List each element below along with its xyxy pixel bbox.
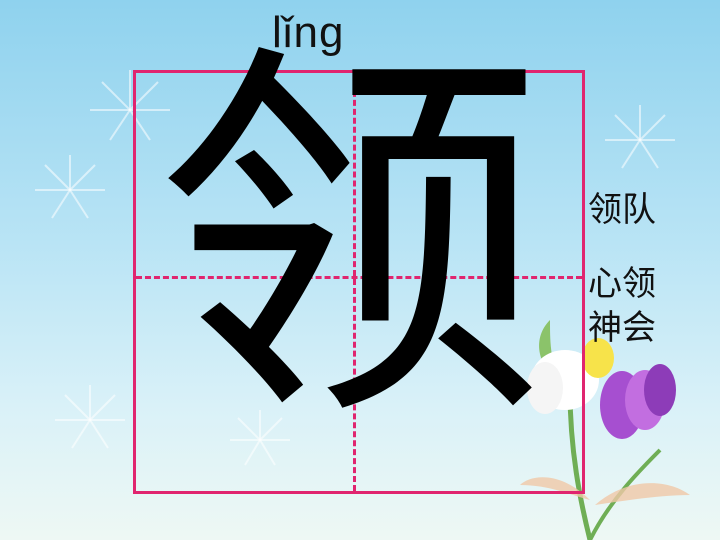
word-item: 神会 [588,308,656,348]
main-character: 领 [155,13,545,467]
word-item: 领队 [588,190,656,230]
word-item: 心领 [588,264,656,304]
grid-horizontal-guide [136,276,582,279]
grid-vertical-guide [353,73,356,491]
writing-grid [133,70,585,494]
pinyin-label: lǐng [272,8,345,57]
word-list: 领队 心领 神会 [588,188,708,350]
